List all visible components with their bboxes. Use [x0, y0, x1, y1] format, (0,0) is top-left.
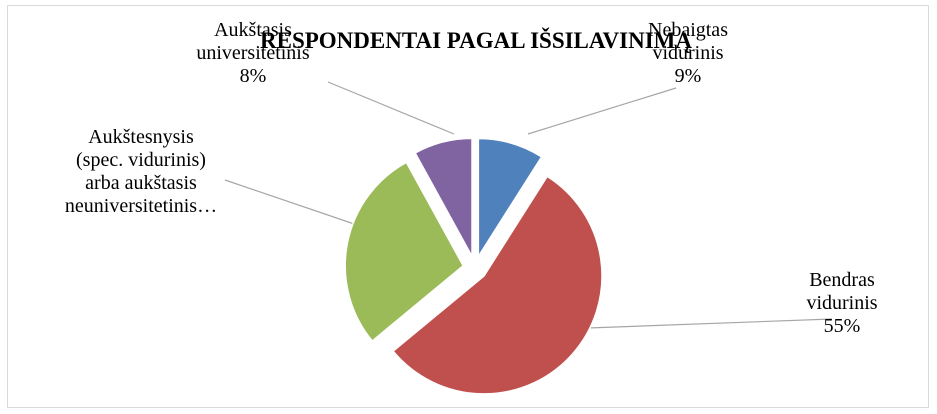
slice-label-line: Nebaigtas — [648, 19, 728, 41]
slice-label-line: Bendras — [809, 269, 875, 291]
slice-label-0: Nebaigtas vidurinis 9% — [648, 19, 728, 87]
chart-area: Nebaigtas vidurinis 9% Bendras vidurinis 55% A… — [7, 5, 929, 408]
pie-slice-2 — [344, 161, 465, 343]
slice-label-line: (spec. vidurinis) — [76, 149, 206, 171]
pie-slice-1 — [392, 175, 603, 395]
slice-label-line: 9% — [675, 65, 702, 87]
pie-slices — [344, 137, 603, 395]
slice-label-line: Aukštasis — [214, 19, 292, 41]
slice-label-line: 8% — [240, 65, 267, 87]
slice-label-line: 55% — [824, 315, 861, 337]
pie-slice-3 — [414, 137, 473, 257]
slice-label-2: Aukštesnysis (spec. vidurinis) arba aukšta… — [65, 126, 217, 217]
pie-chart: Nebaigtas vidurinis 9%Bendras vidurinis 55%A… — [65, 19, 878, 395]
slice-label-line: neuniversitetinis… — [65, 195, 217, 217]
leader-line-0 — [527, 87, 677, 135]
pie-slice-0 — [477, 137, 543, 260]
chart-title: RESPONDENTAI PAGAL IŠSILAVINIMĄ — [260, 27, 692, 53]
slice-label-line: Aukštesnysis — [88, 126, 194, 148]
leader-line-1 — [587, 318, 833, 329]
slice-label-line: vidurinis — [652, 42, 723, 64]
leader-line-2 — [224, 179, 364, 228]
slice-label-3: Aukštasis universitetinis 8% — [196, 19, 310, 87]
slice-label-line: vidurinis — [806, 292, 877, 314]
slice-label-1: Bendras vidurinis 55% — [806, 269, 877, 337]
slice-labels: Nebaigtas vidurinis 9%Bendras vidurinis 55%A… — [65, 19, 878, 337]
leader-lines — [224, 81, 833, 329]
slice-label-line: universitetinis — [196, 42, 310, 64]
leader-line-3 — [327, 81, 455, 135]
slice-label-line: arba aukštasis — [85, 172, 197, 194]
